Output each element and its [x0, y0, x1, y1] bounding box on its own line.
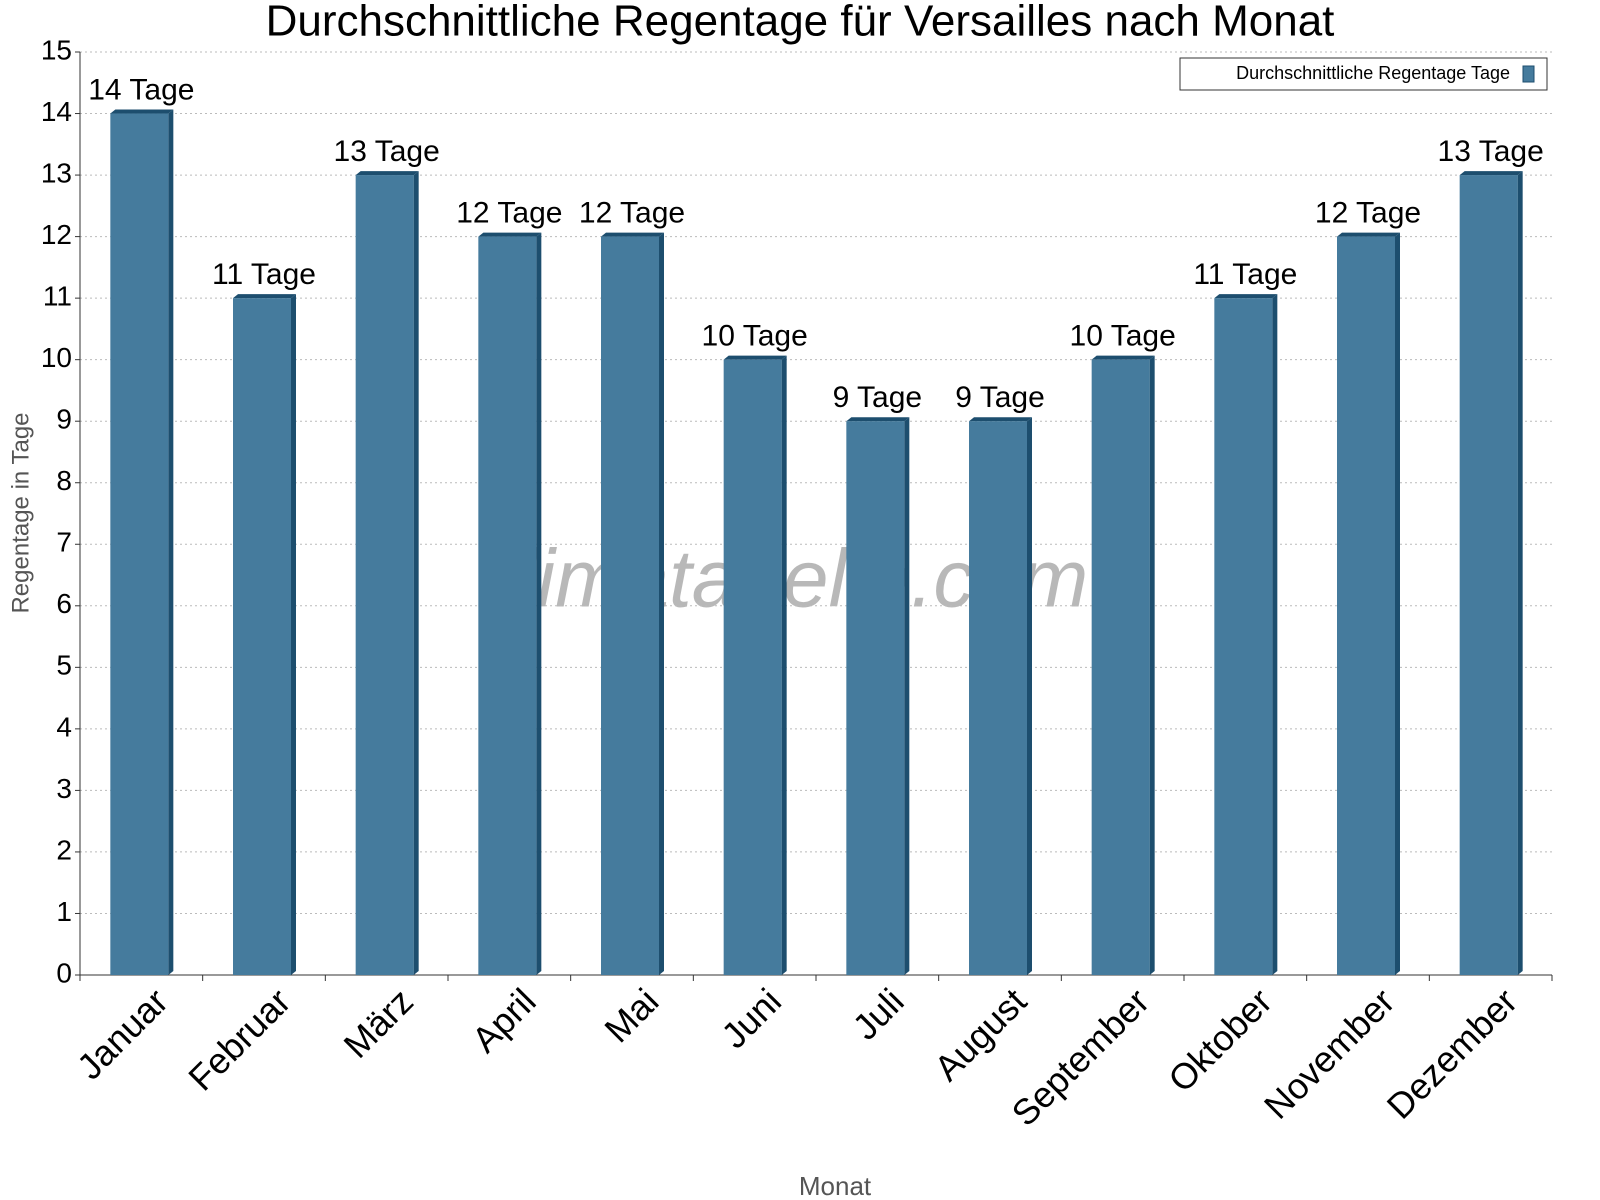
bar-side	[291, 294, 296, 976]
legend-swatch	[1522, 65, 1535, 83]
bar-side	[781, 355, 787, 976]
y-tick-label: 1	[56, 896, 72, 927]
chart-title: Durchschnittliche Regentage für Versaill…	[266, 0, 1335, 46]
bar	[355, 175, 414, 976]
x-tick-label: August	[926, 980, 1034, 1088]
y-tick-label: 0	[56, 957, 72, 988]
bar-side	[1149, 355, 1155, 976]
y-tick-label: 4	[56, 711, 72, 742]
legend: Durchschnittliche Regentage Tage	[1179, 57, 1548, 91]
legend-box	[1179, 57, 1548, 91]
bar-side	[1272, 294, 1278, 976]
value-label: 12 Tage	[579, 197, 685, 230]
bar	[601, 236, 659, 976]
x-tick-label: Juli	[845, 980, 912, 1047]
bar	[1337, 236, 1395, 976]
bar-top	[601, 232, 664, 237]
bar-side	[1027, 417, 1032, 975]
bar-side	[659, 232, 664, 976]
bar	[233, 298, 291, 976]
bar-top	[1337, 232, 1400, 237]
bar-side	[1517, 171, 1523, 976]
y-axis-title: Regentage in Tage	[7, 412, 34, 613]
y-tick-label: 13	[41, 157, 72, 188]
y-tick-label: 6	[56, 588, 72, 619]
bar-top	[1091, 355, 1155, 360]
x-tick-label: Dezember	[1379, 980, 1525, 1126]
bar-top	[969, 417, 1032, 422]
bar	[1459, 175, 1518, 976]
x-tick-label: Mai	[596, 980, 666, 1050]
bar-top	[1214, 294, 1278, 299]
bar	[969, 421, 1027, 975]
x-tick-label: Januar	[69, 980, 176, 1087]
bar-top	[478, 232, 542, 237]
value-label: 12 Tage	[456, 197, 562, 230]
bar-side	[168, 109, 174, 976]
y-tick-label: 11	[43, 281, 72, 312]
bar-top	[233, 294, 296, 299]
value-label: 12 Tage	[1315, 197, 1421, 230]
value-label: 13 Tage	[1438, 135, 1544, 168]
y-tick-label: 10	[41, 342, 72, 373]
y-tick-label: 12	[41, 219, 72, 250]
bar-top	[1459, 171, 1523, 176]
value-label: 10 Tage	[702, 320, 808, 353]
bar-side	[413, 171, 419, 976]
bar	[846, 421, 905, 975]
x-tick-label: April	[464, 980, 544, 1060]
x-axis-title: Monat	[799, 1171, 872, 1200]
value-label: 11 Tage	[1193, 258, 1297, 291]
bar	[1091, 359, 1150, 976]
bar	[110, 113, 169, 976]
x-tick-label: März	[335, 980, 421, 1066]
value-label: 13 Tage	[334, 135, 440, 168]
y-tick-label: 2	[56, 834, 72, 865]
y-tick-label: 8	[56, 465, 72, 496]
legend-label: Durchschnittliche Regentage Tage	[1236, 63, 1510, 83]
value-label: 9 Tage	[833, 381, 923, 414]
bar-top	[355, 171, 419, 176]
value-label: 10 Tage	[1070, 320, 1176, 353]
y-tick-label: 15	[41, 34, 72, 65]
value-label: 11 Tage	[212, 258, 316, 291]
bar-top	[110, 109, 174, 114]
bar	[1214, 298, 1273, 976]
bar-side	[904, 417, 910, 975]
y-tick-label: 3	[56, 773, 72, 804]
bar-side	[536, 232, 542, 976]
bar-top	[723, 355, 787, 360]
x-tick-label: Oktober	[1160, 980, 1280, 1100]
y-tick-label: 5	[56, 650, 72, 681]
bar	[478, 236, 537, 976]
y-tick-label: 9	[56, 404, 72, 435]
bar-side	[1395, 232, 1400, 976]
bar-top	[846, 417, 910, 422]
bar	[723, 359, 782, 976]
value-label: 14 Tage	[88, 73, 194, 106]
x-tick-label: Juni	[713, 980, 789, 1056]
y-tick-label: 7	[56, 527, 72, 558]
x-tick-label: Februar	[180, 980, 298, 1098]
y-tick-label: 14	[41, 96, 72, 127]
value-label: 9 Tage	[955, 381, 1045, 414]
x-tick-label: November	[1256, 980, 1402, 1126]
